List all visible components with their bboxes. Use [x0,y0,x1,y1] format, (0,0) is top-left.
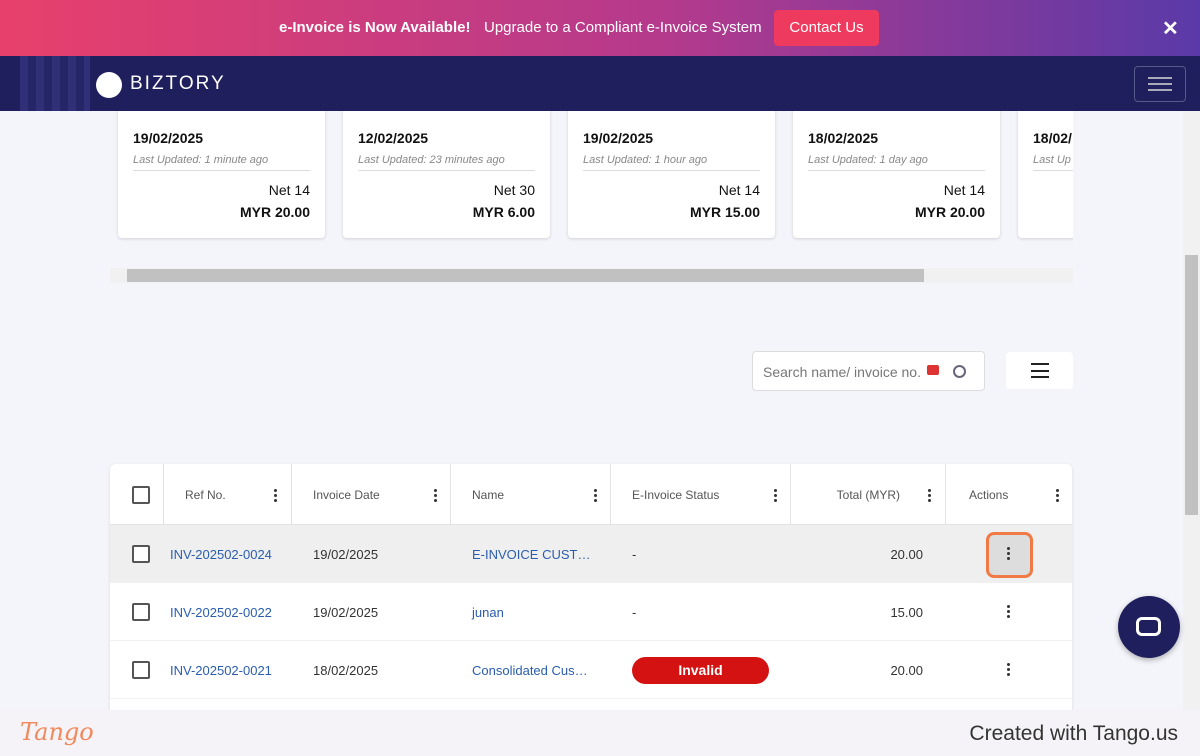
einvoice-status: Invalid [632,657,769,684]
row-checkbox[interactable] [132,603,150,621]
total: 20.00 [890,663,923,678]
column-divider [450,464,451,525]
card-date: 18/02/ [1033,130,1072,146]
card-updated: Last Updated: 1 minute ago [133,154,269,166]
column-header: Ref No. [185,488,226,502]
column-divider [945,464,946,525]
logo-icon [96,72,122,98]
filter-button[interactable] [1006,352,1073,389]
column-header: Invoice Date [313,488,380,502]
brand: BIZTORY [130,73,226,94]
autofill-icon [927,365,939,375]
customer-name[interactable]: Consolidated Cus… [472,663,588,678]
chat-button[interactable] [1118,596,1180,658]
card-amount: MYR 6.00 [472,204,535,220]
customer-name[interactable]: E-INVOICE CUST… [472,547,591,562]
total: 15.00 [890,605,923,620]
row-actions[interactable] [1007,605,1011,620]
ref-no[interactable]: INV-202502-0022 [170,605,272,620]
row-actions[interactable] [1007,547,1011,562]
card-updated: Last Updated: 1 day ago [808,154,928,166]
card-date: 18/02/2025 [808,130,879,146]
customer-name[interactable]: junan [472,605,504,620]
card-divider [583,170,760,171]
table-row [110,641,1072,699]
card-updated: Last Up [1033,154,1071,166]
card-divider [133,170,310,171]
card-date: 19/02/2025 [583,130,654,146]
card-terms: Net 14 [718,182,760,198]
card-terms: Net 14 [268,182,310,198]
card-terms: Net 30 [493,182,535,198]
column-divider [163,464,164,525]
logo-pattern [20,56,90,111]
column-header: Name [472,488,505,502]
ref-no[interactable]: INV-202502-0024 [170,547,272,562]
announcement-banner: e-Invoice is Now Available! Upgrade to a… [0,0,1200,56]
column-menu[interactable] [928,489,932,504]
search-box[interactable]: Search name/ invoice no. [752,351,985,391]
select-all[interactable] [132,486,150,504]
banner-highlight: e-Invoice is Now Available! [279,19,471,36]
column-divider [291,464,292,525]
credit: Created with Tango.us [969,722,1178,745]
card-amount: MYR 20.00 [239,204,310,220]
card-updated: Last Updated: 1 hour ago [583,154,708,166]
h-scrollbar[interactable] [110,268,1073,283]
column-header: E-Invoice Status [632,488,720,502]
card-amount: MYR 15.00 [689,204,760,220]
v-scroll-thumb[interactable] [1185,255,1198,515]
einvoice-status: - [632,547,637,562]
column-header: Actions [969,488,1009,502]
scroll-thumb[interactable] [127,269,924,282]
card-updated: Last Updated: 23 minutes ago [358,154,505,166]
close-banner[interactable]: ✕ [1162,18,1179,40]
action-highlight[interactable] [986,532,1033,578]
row-actions[interactable] [1007,663,1011,678]
column-menu[interactable] [774,489,778,504]
table-row [110,525,1072,583]
invoice-date: 18/02/2025 [313,663,379,678]
footer: Tango Created with Tango.us [0,710,1200,756]
column-menu[interactable] [274,489,278,504]
column-menu[interactable] [594,489,598,504]
row-checkbox[interactable] [132,545,150,563]
contact-button[interactable]: Contact Us [774,10,879,46]
card-divider [1033,170,1073,171]
einvoice-status: - [632,605,637,620]
card-date: 12/02/2025 [358,130,429,146]
menu-toggle[interactable] [1134,66,1186,102]
table-header [110,464,1072,525]
card-date: 19/02/2025 [133,130,204,146]
invoice-date: 19/02/2025 [313,547,379,562]
banner-message: Upgrade to a Compliant e-Invoice System [484,19,762,36]
v-scrollbar[interactable] [1183,111,1200,710]
column-menu[interactable] [434,489,438,504]
customer-card[interactable]: E-INVO18/02/Last Up [1018,111,1073,238]
search-icon[interactable] [953,365,966,378]
column-divider [610,464,611,525]
card-divider [358,170,535,171]
card-terms: Net 14 [943,182,985,198]
column-menu[interactable] [1056,489,1060,504]
card-amount: MYR 20.00 [914,204,985,220]
table-row [110,583,1072,641]
search-placeholder: Search name/ invoice no. [763,364,921,380]
row-checkbox[interactable] [132,661,150,679]
column-divider [790,464,791,525]
ref-no[interactable]: INV-202502-0021 [170,663,272,678]
total: 20.00 [890,547,923,562]
card-divider [808,170,985,171]
navbar: BIZTORY [0,56,1200,111]
tango-logo: Tango [20,718,94,746]
column-header: Total (MYR) [836,488,900,502]
invoice-table: Ref No. Invoice Date Name E-Invoice Status T… [110,464,1072,724]
invoice-date: 19/02/2025 [313,605,379,620]
